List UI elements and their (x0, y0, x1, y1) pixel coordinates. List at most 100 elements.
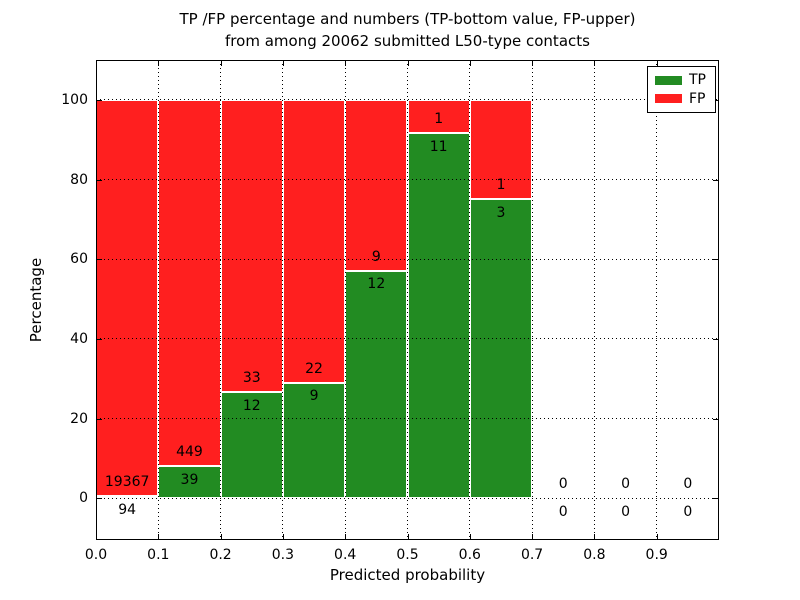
bar-tp-count-label: 9 (309, 388, 319, 405)
x-tick-label: 0.0 (84, 547, 108, 563)
grid-line-v (469, 60, 471, 540)
y-axis-tick (97, 418, 102, 420)
bar-fp-segment (407, 99, 470, 134)
bar-tp-segment (282, 382, 346, 499)
y-axis-tick (97, 99, 102, 101)
bar-tp-count-label: 12 (367, 276, 386, 293)
bar-fp-count-label: 9 (371, 248, 381, 265)
fp-legend-label: FP (689, 90, 706, 107)
x-axis-tick-top (532, 61, 534, 66)
bar-tp-segment (158, 466, 221, 499)
bar-tp-count-label: 94 (118, 502, 137, 519)
bar-fp-count-label: 0 (621, 476, 630, 493)
x-axis-tick (282, 534, 284, 539)
y-tick-label: 80 (70, 171, 88, 188)
bar-fp-count-label: 1 (434, 111, 444, 128)
bar-tp-segment (345, 270, 408, 499)
bar-fp-segment (469, 99, 533, 200)
x-axis-tick-top (158, 61, 160, 66)
bar-tp-count-label: 12 (242, 397, 261, 414)
x-axis-tick-top (345, 61, 347, 66)
bar-tp-count-label: 0 (558, 504, 568, 521)
bar-tp-segment (469, 199, 533, 499)
bar-fp-count-label: 449 (176, 444, 203, 461)
grid-line-v (531, 60, 533, 540)
y-tick-label: 100 (61, 91, 88, 108)
x-tick-label: 0.6 (458, 547, 481, 563)
x-axis-tick (469, 534, 471, 539)
x-axis-tick (220, 534, 222, 539)
bar-tp-segment (407, 133, 470, 499)
x-axis-label: Predicted probability (329, 566, 486, 584)
y-axis-tick-right (713, 259, 718, 261)
grid-line-v (220, 60, 222, 540)
y-axis-tick (97, 259, 102, 261)
y-axis-tick (97, 498, 102, 500)
bar-tp-count-label: 11 (429, 138, 448, 155)
legend-item-tp: TP (648, 73, 715, 87)
chart-title-line1: TP /FP percentage and numbers (TP-bottom… (179, 10, 636, 28)
y-axis-label: Percentage (27, 257, 45, 343)
x-tick-label: 0.2 (209, 547, 232, 563)
x-axis-tick (345, 534, 347, 539)
x-tick-label: 0.7 (520, 547, 544, 563)
x-axis-tick-top (96, 61, 97, 66)
y-axis-tick (97, 338, 102, 340)
chart-title: TP /FP percentage and numbers (TP-bottom… (96, 8, 719, 52)
tp-legend-label: TP (689, 72, 706, 89)
bar-tp-count-label: 39 (180, 472, 199, 489)
y-axis-tick-right (713, 338, 718, 340)
bar-tp-segment (220, 391, 283, 499)
bar-tp-count-label: 3 (496, 205, 506, 222)
grid-line-v (157, 60, 159, 540)
x-axis-tick-top (594, 61, 596, 66)
bar-fp-count-label: 19367 (104, 474, 150, 491)
x-tick-label: 0.9 (645, 547, 668, 563)
x-axis-tick (158, 534, 160, 539)
bar-fp-segment (345, 99, 408, 271)
x-axis-tick-top (656, 61, 658, 66)
chart-title-line2: from among 20062 submitted L50-type cont… (225, 32, 590, 50)
y-axis-tick (97, 179, 102, 181)
grid-line-v (282, 60, 284, 540)
bar-fp-count-label: 0 (558, 476, 568, 493)
legend-item-fp: FP (648, 92, 715, 106)
x-axis-tick-top (407, 61, 409, 66)
bar-fp-segment (282, 99, 346, 383)
x-tick-label: 0.1 (147, 547, 170, 563)
bar-fp-segment (96, 99, 159, 497)
x-axis-tick (407, 534, 409, 539)
y-axis-tick-right (713, 498, 718, 500)
grid-line-v (593, 60, 595, 540)
x-axis-tick-top (220, 61, 222, 66)
fp-legend-swatch (655, 94, 682, 104)
legend: TP FP (647, 66, 716, 113)
bar-tp-count-label: 0 (683, 504, 693, 521)
bar-fp-count-label: 0 (683, 476, 693, 493)
bar-fp-count-label: 1 (496, 177, 506, 194)
x-axis-tick (594, 534, 596, 539)
x-axis-tick-top (282, 61, 284, 66)
bar-fp-segment (158, 99, 221, 467)
bar-fp-segment (220, 99, 283, 392)
y-tick-label: 20 (70, 410, 88, 427)
x-axis-tick (96, 534, 97, 539)
x-axis-tick-top (469, 61, 471, 66)
grid-line-v (344, 60, 346, 540)
y-tick-label: 60 (70, 251, 88, 268)
y-axis-tick-right (713, 418, 718, 420)
y-tick-label: 0 (79, 490, 88, 507)
x-tick-label: 0.5 (396, 547, 419, 563)
x-tick-label: 0.4 (334, 547, 357, 563)
tp-legend-swatch (655, 75, 682, 85)
x-axis-tick (532, 534, 534, 539)
bar-tp-count-label: 0 (621, 504, 630, 521)
y-axis-tick-right (713, 179, 718, 181)
x-tick-label: 0.3 (271, 547, 295, 563)
x-tick-label: 0.8 (583, 547, 606, 563)
bar-fp-count-label: 22 (305, 360, 323, 377)
x-axis-tick (656, 534, 658, 539)
grid-line-v (407, 60, 408, 540)
y-tick-label: 40 (70, 330, 88, 347)
